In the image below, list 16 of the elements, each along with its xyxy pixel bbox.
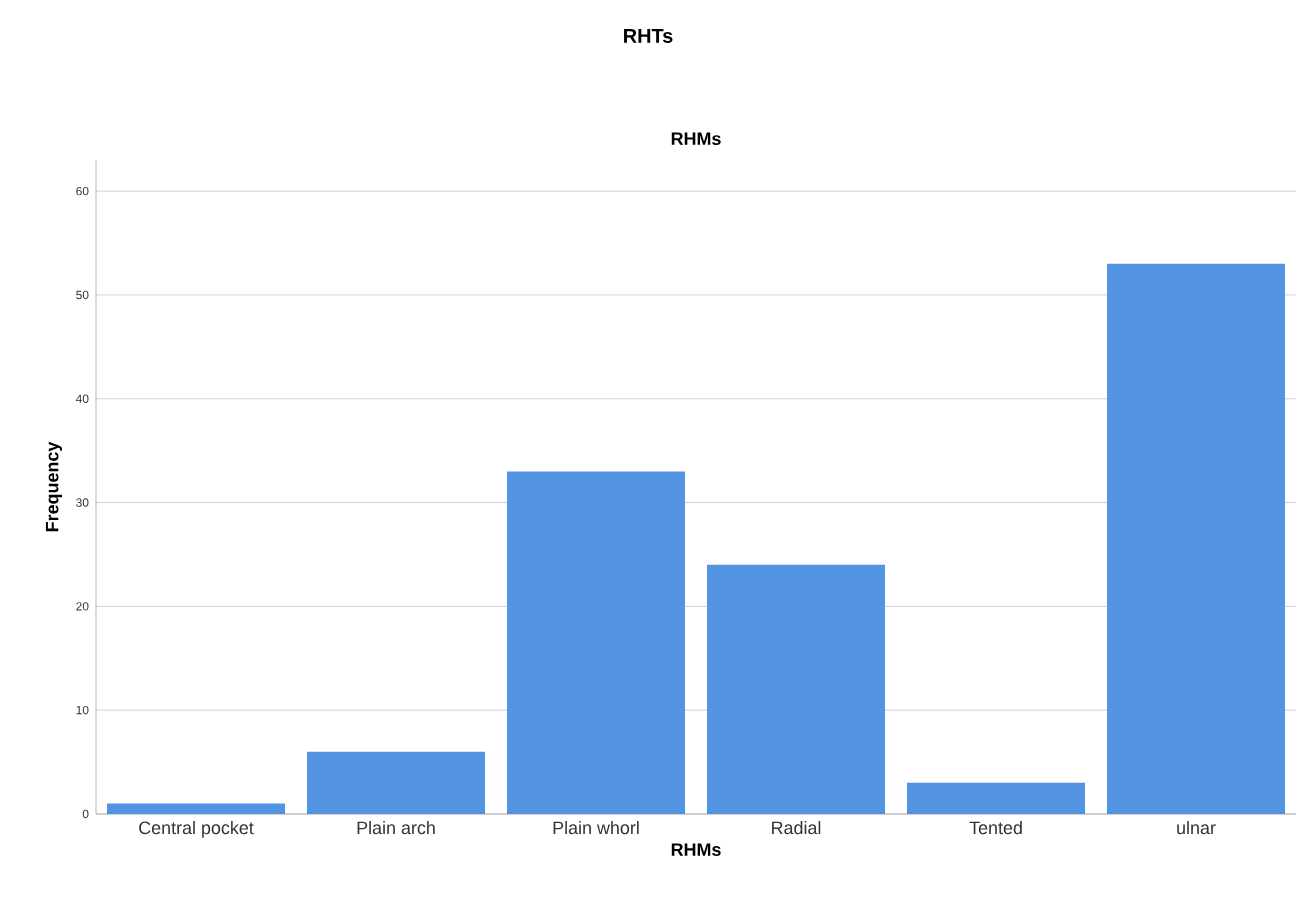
y-axis-title: Frequency — [45, 441, 62, 532]
x-tick-label: ulnar — [1177, 821, 1216, 835]
x-tick-label: Central pocket — [139, 821, 254, 838]
x-axis-title: RHMs — [671, 843, 721, 856]
bar — [307, 751, 486, 814]
x-tick-label: Plain arch — [357, 821, 435, 835]
x-tick-label: Plain whorl — [553, 821, 639, 835]
bar — [707, 564, 886, 814]
bar — [507, 471, 686, 814]
chart-subtitle: RHMs — [671, 132, 721, 145]
bar — [907, 782, 1085, 814]
x-tick-label: Tented — [969, 821, 1022, 835]
x-tick-label: Radial — [772, 821, 821, 835]
bar — [107, 803, 286, 814]
bar — [1107, 263, 1285, 814]
chart-title: RHTs — [624, 29, 673, 43]
